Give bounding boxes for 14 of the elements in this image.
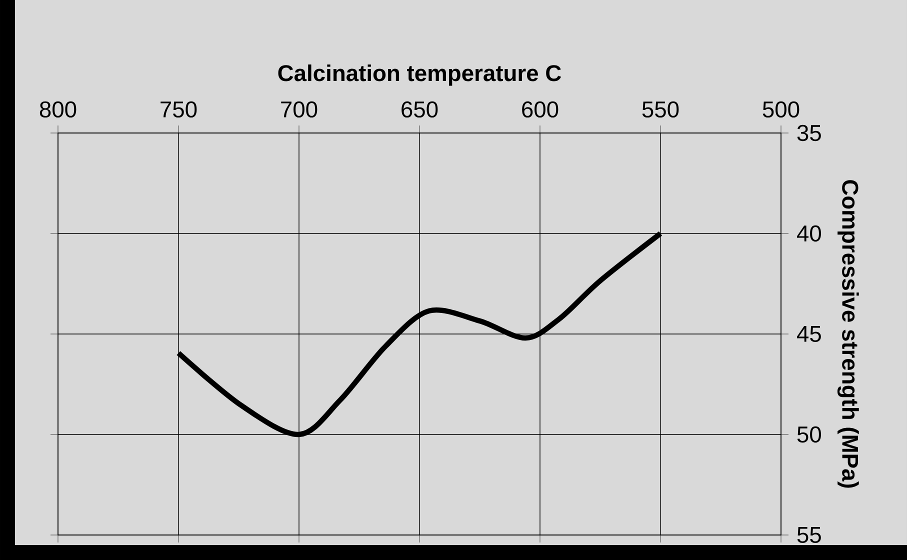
y-tick-label: 45 [796, 326, 821, 342]
x-tick-label: 650 [402, 101, 438, 118]
x-tick-label: 600 [522, 101, 558, 118]
x-tick-label: 550 [642, 101, 679, 118]
y-tick-label: 35 [797, 124, 821, 142]
x-tick-label: 700 [281, 101, 318, 118]
y-tick-label: 55 [797, 527, 821, 543]
y-tick-label: 50 [797, 426, 821, 443]
y-tick-label: 40 [796, 225, 821, 242]
x-tick-label: 500 [762, 101, 800, 118]
y-axis-title: Compressive strength (MPa) [837, 180, 859, 488]
x-tick-label: 750 [160, 101, 197, 118]
x-tick-label: 800 [40, 101, 76, 118]
x-axis-title: Calcination temperature C [278, 64, 562, 86]
